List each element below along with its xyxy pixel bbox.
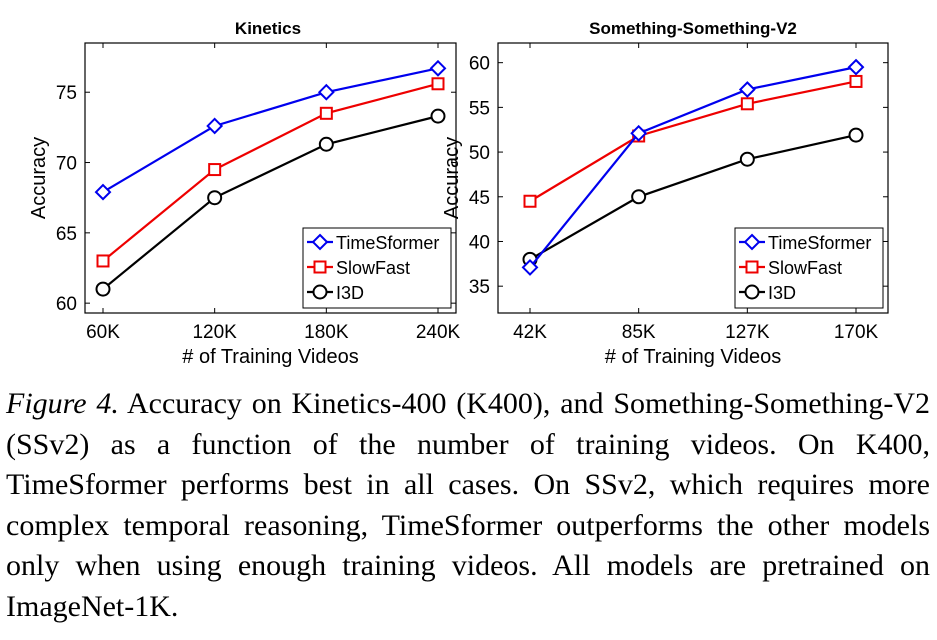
data-point-circle [430, 108, 446, 124]
series-line [529, 80, 857, 203]
y-tick-label: 75 [56, 83, 77, 104]
data-point-diamond [521, 258, 539, 276]
series-i3d [95, 108, 446, 297]
data-point-circle [95, 281, 111, 297]
legend: TimeSformer SlowFast I3D [302, 227, 452, 309]
y-tick-label: 40 [469, 232, 490, 253]
x-tick-label: 170K [834, 322, 879, 343]
legend-label: I3D [768, 283, 796, 303]
y-tick-label: 45 [469, 188, 490, 209]
y-tick-label: 60 [469, 54, 490, 75]
data-point-diamond [94, 183, 112, 201]
x-tick-label: 180K [304, 322, 349, 343]
legend-marker-circle [312, 284, 328, 300]
x-axis-label: # of Training Videos [605, 346, 781, 368]
series-slowfast [523, 74, 863, 208]
legend-label: SlowFast [768, 258, 842, 278]
chart-1: Kinetics 60 65 70 75 60K 120K 180K 240K # of Trai… [28, 19, 461, 368]
caption-label: Figure 4. [6, 387, 119, 420]
x-tick-label: 42K [513, 322, 547, 343]
x-axis-label: # of Training Videos [182, 346, 358, 368]
data-point-circle [739, 151, 755, 167]
legend: TimeSformer SlowFast I3D [734, 227, 884, 309]
y-tick-label: 35 [469, 277, 490, 298]
series-timesformer [94, 59, 447, 201]
data-point-diamond [429, 59, 447, 77]
data-point-circle [318, 136, 334, 152]
y-tick-label: 65 [56, 224, 77, 245]
y-tick-label: 60 [56, 294, 77, 315]
series-line [529, 134, 857, 261]
legend-label: I3D [336, 283, 364, 303]
chart-title: Something-Something-V2 [589, 19, 797, 38]
caption-text: Accuracy on Kinetics-400 (K400), and Som… [6, 387, 930, 623]
x-tick-label: 127K [725, 322, 770, 343]
data-point-diamond [317, 83, 335, 101]
series-line [102, 115, 439, 290]
data-point-square [96, 254, 110, 268]
data-point-diamond [206, 117, 224, 135]
legend-marker-diamond [743, 233, 761, 251]
legend-label: TimeSformer [768, 233, 871, 253]
legend-marker-diamond [311, 233, 329, 251]
series-slowfast [96, 77, 445, 268]
y-tick-label: 55 [469, 98, 490, 119]
series-line [102, 82, 439, 262]
figure-caption: Figure 4. Accuracy on Kinetics-400 (K400… [6, 384, 930, 627]
plot-frame [497, 42, 889, 314]
x-tick-label: 85K [622, 322, 656, 343]
legend-label: TimeSformer [336, 233, 439, 253]
chart-2: Something-Something-V2 35 40 45 50 55 60 42K 85K… [441, 19, 889, 368]
x-tick-label: 120K [192, 322, 237, 343]
series-line [529, 66, 857, 269]
data-point-square [740, 97, 754, 111]
legend-marker-square [313, 260, 327, 274]
data-point-square [208, 163, 222, 177]
data-point-square [523, 194, 537, 208]
data-point-circle [631, 189, 647, 205]
data-point-diamond [630, 124, 648, 142]
series-line [102, 67, 439, 194]
y-axis-label: Accuracy [441, 137, 463, 219]
data-point-diamond [738, 81, 756, 98]
data-point-circle [848, 127, 864, 143]
legend-marker-circle [744, 284, 760, 300]
chart-title: Kinetics [235, 19, 301, 38]
y-tick-label: 70 [56, 154, 77, 175]
data-point-circle [207, 190, 223, 206]
x-tick-label: 60K [86, 322, 120, 343]
data-point-diamond [847, 58, 865, 76]
x-tick-label: 240K [416, 322, 461, 343]
data-point-square [319, 106, 333, 120]
series-timesformer [521, 58, 865, 276]
y-tick-label: 50 [469, 143, 490, 164]
legend-marker-square [745, 260, 759, 274]
data-point-square [431, 77, 445, 91]
y-axis-label: Accuracy [28, 137, 50, 219]
legend-label: SlowFast [336, 258, 410, 278]
data-point-square [849, 74, 863, 88]
figure-charts: Kinetics 60 65 70 75 60K 120K 180K 240K # of Trai… [28, 19, 889, 368]
plot-frame [84, 42, 457, 314]
